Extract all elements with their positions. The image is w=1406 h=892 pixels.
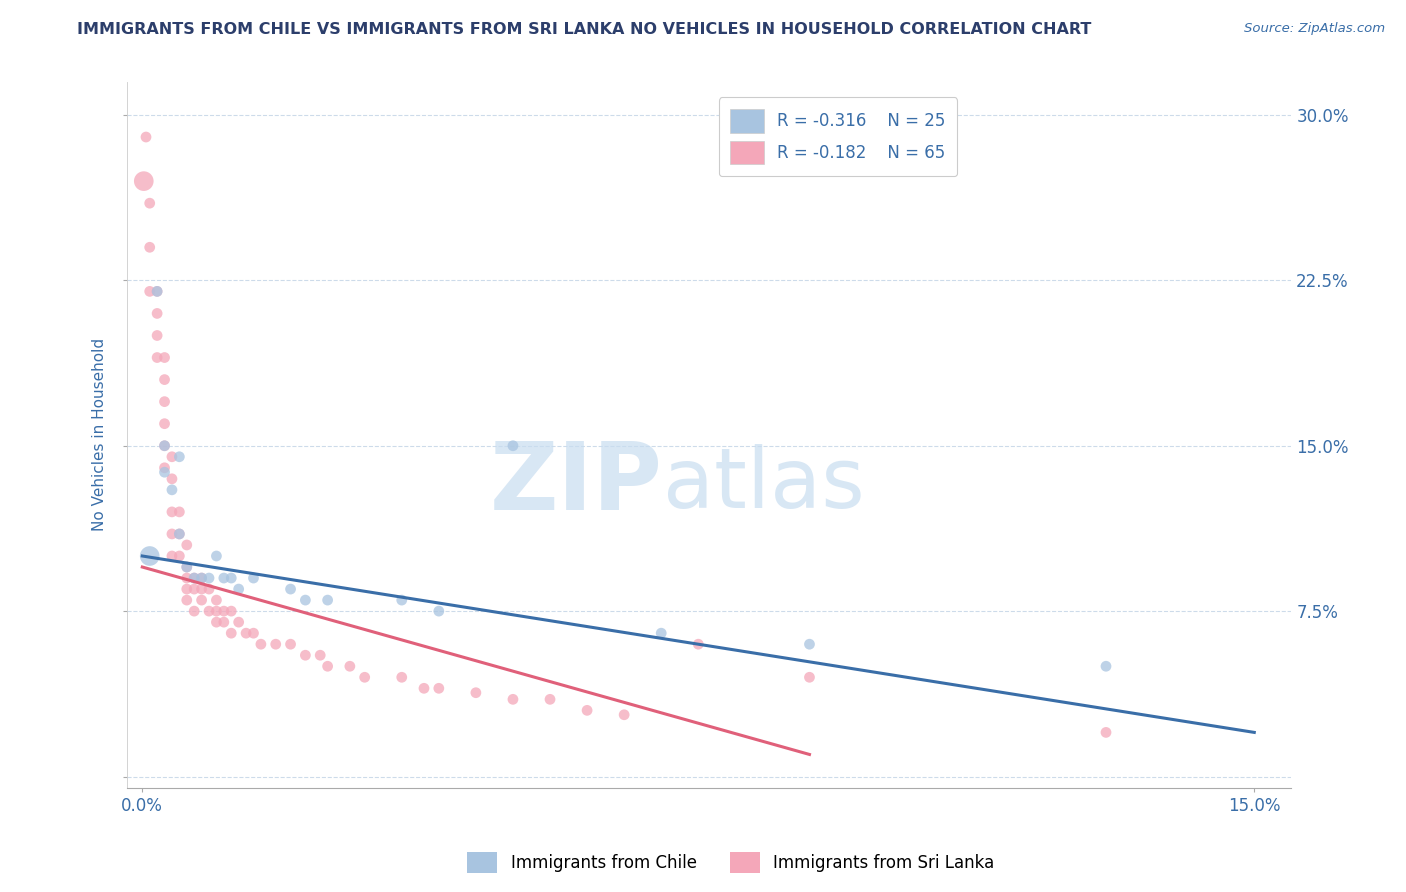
Point [502, 692, 524, 706]
Point [153, 373, 176, 387]
Point [205, 593, 228, 607]
Point [153, 460, 176, 475]
Point [176, 593, 198, 607]
Point [294, 593, 316, 607]
Point [160, 505, 183, 519]
Point [146, 328, 169, 343]
Point [205, 604, 228, 618]
Point [799, 670, 821, 684]
Point [212, 604, 235, 618]
Point [153, 417, 176, 431]
Point [316, 659, 339, 673]
Point [427, 604, 450, 618]
Point [427, 681, 450, 696]
Point [153, 465, 176, 479]
Point [228, 615, 250, 629]
Point [160, 450, 183, 464]
Text: Source: ZipAtlas.com: Source: ZipAtlas.com [1244, 22, 1385, 36]
Point [198, 604, 221, 618]
Point [135, 130, 157, 145]
Point [160, 527, 183, 541]
Point [183, 604, 205, 618]
Point [153, 351, 176, 365]
Point [176, 538, 198, 552]
Point [146, 351, 169, 365]
Text: atlas: atlas [662, 443, 865, 524]
Legend: Immigrants from Chile, Immigrants from Sri Lanka: Immigrants from Chile, Immigrants from S… [461, 846, 1001, 880]
Point [219, 604, 242, 618]
Point [198, 582, 221, 596]
Point [132, 174, 155, 188]
Point [294, 648, 316, 663]
Point [242, 571, 264, 585]
Point [212, 571, 235, 585]
Point [146, 306, 169, 320]
Point [576, 703, 599, 717]
Point [198, 571, 221, 585]
Point [1095, 659, 1118, 673]
Point [190, 582, 212, 596]
Point [146, 285, 169, 299]
Point [205, 549, 228, 563]
Point [280, 637, 302, 651]
Point [502, 439, 524, 453]
Point [280, 582, 302, 596]
Point [190, 571, 212, 585]
Legend: R = -0.316    N = 25, R = -0.182    N = 65: R = -0.316 N = 25, R = -0.182 N = 65 [718, 97, 957, 176]
Point [138, 285, 160, 299]
Point [176, 560, 198, 574]
Point [250, 637, 273, 651]
Point [613, 707, 636, 722]
Point [1095, 725, 1118, 739]
Point [339, 659, 361, 673]
Point [169, 450, 191, 464]
Point [391, 670, 413, 684]
Text: ZIP: ZIP [489, 438, 662, 530]
Point [160, 483, 183, 497]
Point [391, 593, 413, 607]
Point [464, 686, 486, 700]
Point [160, 472, 183, 486]
Point [176, 560, 198, 574]
Point [183, 571, 205, 585]
Y-axis label: No Vehicles in Household: No Vehicles in Household [93, 338, 107, 532]
Point [176, 571, 198, 585]
Point [219, 626, 242, 640]
Point [138, 196, 160, 211]
Point [169, 527, 191, 541]
Point [264, 637, 287, 651]
Point [153, 439, 176, 453]
Point [138, 240, 160, 254]
Point [146, 285, 169, 299]
Point [190, 571, 212, 585]
Point [235, 626, 257, 640]
Point [138, 549, 160, 563]
Point [153, 394, 176, 409]
Point [799, 637, 821, 651]
Point [242, 626, 264, 640]
Point [353, 670, 375, 684]
Point [169, 527, 191, 541]
Point [316, 593, 339, 607]
Point [183, 582, 205, 596]
Point [160, 549, 183, 563]
Point [153, 439, 176, 453]
Point [650, 626, 672, 640]
Point [413, 681, 436, 696]
Point [205, 615, 228, 629]
Point [169, 505, 191, 519]
Point [176, 582, 198, 596]
Point [183, 571, 205, 585]
Point [228, 582, 250, 596]
Point [219, 571, 242, 585]
Text: IMMIGRANTS FROM CHILE VS IMMIGRANTS FROM SRI LANKA NO VEHICLES IN HOUSEHOLD CORR: IMMIGRANTS FROM CHILE VS IMMIGRANTS FROM… [77, 22, 1091, 37]
Point [309, 648, 332, 663]
Point [538, 692, 561, 706]
Point [688, 637, 710, 651]
Point [212, 615, 235, 629]
Point [169, 549, 191, 563]
Point [190, 593, 212, 607]
